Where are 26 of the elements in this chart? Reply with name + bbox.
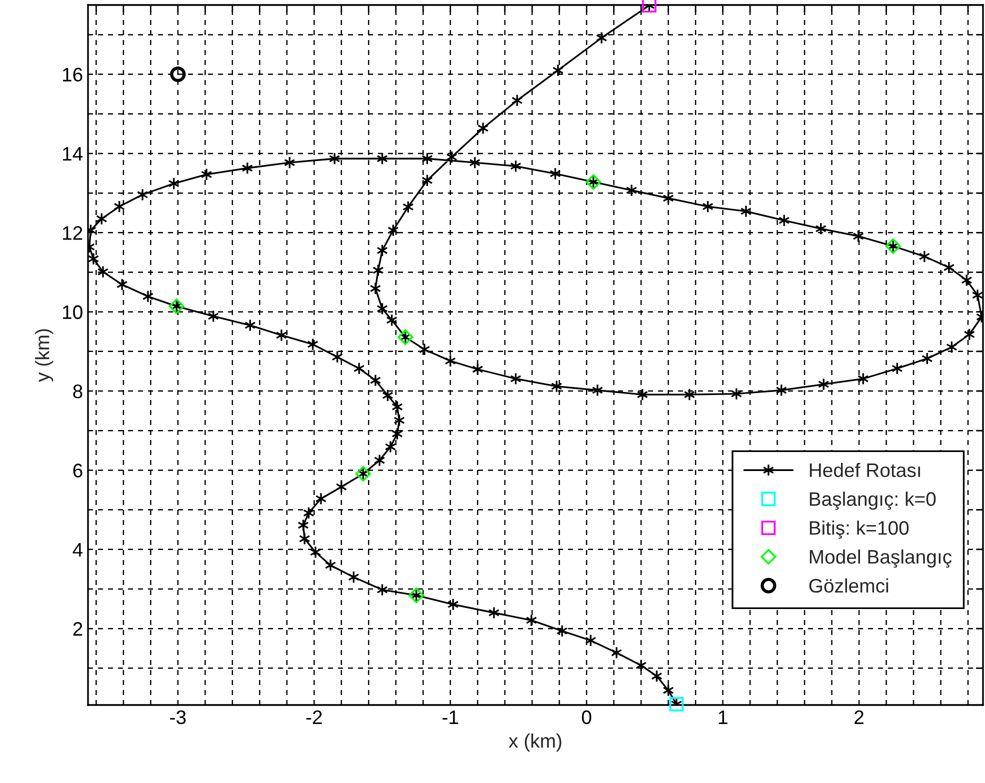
legend-label: Başlangıç: k=0	[810, 492, 936, 510]
legend-label: Hedef Rotası	[810, 462, 920, 478]
y-tick-label: 6	[73, 464, 82, 478]
x-tick-label: 0	[582, 710, 592, 724]
point	[355, 466, 371, 482]
x-axis-title: x (km)	[508, 734, 562, 752]
x-tick-label: -1	[442, 710, 458, 724]
x-tick-label: 2	[854, 710, 864, 724]
legend-label: Model Başlangıç	[810, 549, 952, 568]
x-tick-label: 1	[718, 710, 728, 724]
y-tick-label: 14	[62, 147, 83, 161]
y-tick-label: 12	[62, 226, 82, 240]
y-tick-label: 2	[73, 622, 82, 636]
legend-label: Bitiş: k=100	[810, 520, 909, 539]
y-axis-title: y (km)	[35, 329, 54, 382]
y-tick-label: 16	[62, 68, 82, 82]
y-tick-label: 4	[72, 543, 83, 556]
point	[170, 66, 186, 82]
point	[669, 697, 684, 712]
y-tick-label: 10	[62, 305, 82, 320]
point	[408, 588, 424, 604]
x-tick-label: -3	[170, 710, 186, 724]
legend-label: Gözlemci	[809, 578, 888, 593]
y-tick-label: 8	[73, 384, 82, 398]
point	[642, 0, 656, 13]
x-tick-label: -2	[306, 710, 322, 724]
